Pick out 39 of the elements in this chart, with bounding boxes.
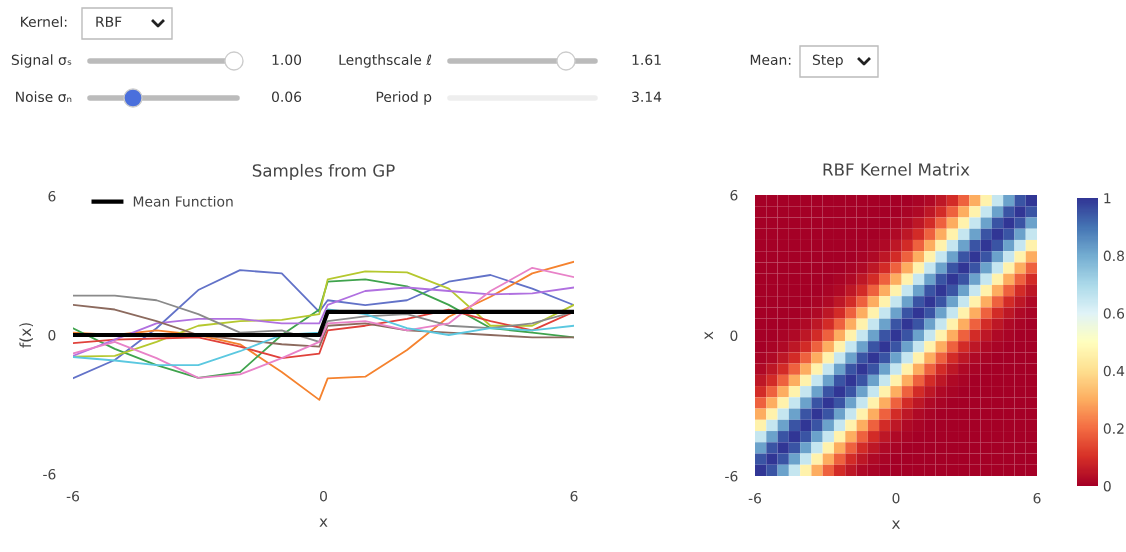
text: Kernel: — [21, 16, 67, 28]
y-axis-title: f(x) — [19, 323, 33, 348]
y-tick-label: -6 — [43, 468, 56, 480]
text: 3.14 — [632, 91, 662, 103]
y-axis-title: x — [704, 331, 713, 340]
text: Signal σₛ — [11, 54, 72, 68]
x-tick-label: 0 — [892, 492, 900, 504]
x-axis-title: x — [319, 518, 328, 527]
text: 1.00 — [272, 54, 302, 66]
color-bar-label: 0.4 — [1103, 365, 1125, 377]
color-bar-label: 1 — [1104, 193, 1111, 204]
color-bar-label: 0.8 — [1103, 250, 1124, 262]
text: 0.06 — [271, 91, 302, 103]
color-bar-label: 0.2 — [1103, 423, 1124, 434]
text: RBF — [96, 16, 122, 27]
chart-title: Samples from GP — [252, 163, 395, 181]
line-series — [73, 303, 574, 348]
x-axis-title: x — [891, 520, 901, 529]
x-tick-label: -6 — [66, 490, 80, 502]
x-tick-label: 6 — [1033, 492, 1041, 504]
color-bar-label: 0.6 — [1103, 308, 1125, 319]
chart-title: RBF Kernel Matrix — [823, 162, 970, 176]
text: Lengthscale ℓ — [339, 54, 432, 68]
text: Mean: — [750, 54, 791, 66]
x-tick-label: 6 — [570, 490, 578, 502]
color-bar-label: 0 — [1103, 480, 1111, 492]
text: 1.61 — [632, 54, 661, 66]
text: Noise σₙ — [16, 91, 72, 103]
line-series — [73, 286, 574, 357]
y-tick-label: 6 — [730, 189, 738, 201]
text: Step — [812, 54, 843, 68]
x-tick-label: -6 — [748, 492, 762, 504]
y-tick-label: 6 — [48, 190, 56, 202]
y-tick-label: 0 — [48, 329, 56, 341]
text: Period p — [376, 91, 432, 105]
y-tick-label: -6 — [725, 470, 738, 482]
y-tick-label: 0 — [730, 330, 738, 341]
legend-label: Mean Function — [133, 196, 233, 207]
x-tick-label: 0 — [320, 490, 327, 502]
